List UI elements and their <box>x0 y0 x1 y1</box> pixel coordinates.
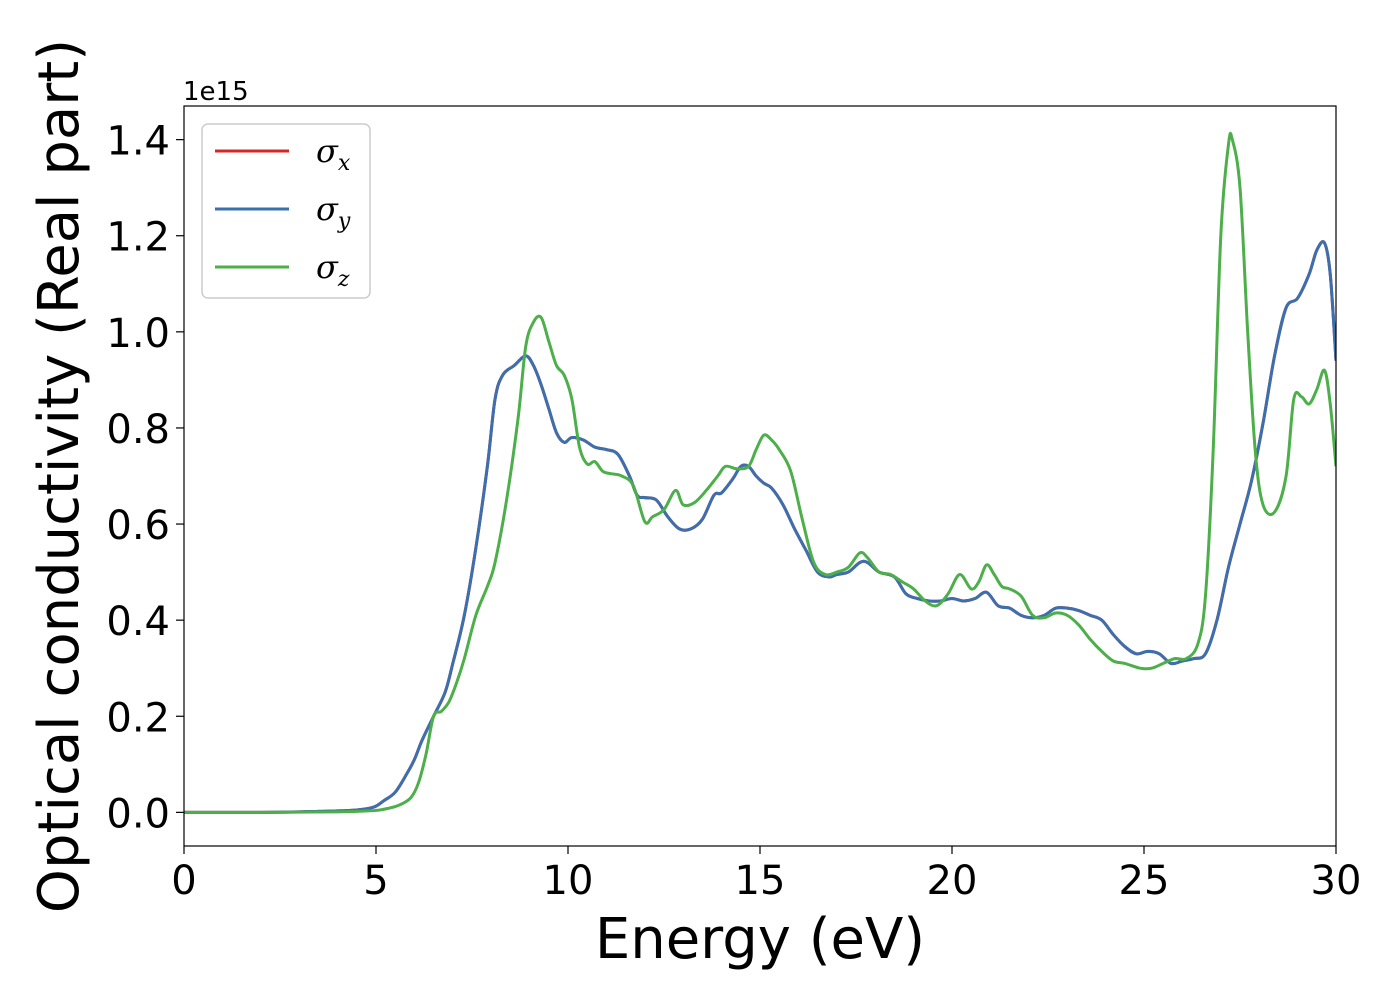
legend-label-x: σx <box>316 132 351 176</box>
legend: σx σy σz <box>201 123 371 299</box>
legend-label-z: σz <box>316 248 350 292</box>
x-tick-label: 30 <box>1311 858 1362 904</box>
y-tick-label: 0.0 <box>106 791 170 837</box>
legend-items: σx σy σz <box>215 132 351 292</box>
legend-box <box>201 123 371 299</box>
x-tick-label: 10 <box>543 858 594 904</box>
x-axis-title: Energy (eV) <box>595 907 925 972</box>
x-tick-label: 25 <box>1119 858 1170 904</box>
x-axis-ticks: 0 5 10 15 20 25 30 <box>171 846 1361 904</box>
series-line-2 <box>184 240 1336 814</box>
series-line-3 <box>184 131 1336 814</box>
y-tick-label: 0.8 <box>106 407 170 453</box>
y-axis-ticks: 0.0 0.2 0.4 0.6 0.8 1.0 1.2 1.4 <box>106 119 184 837</box>
y-tick-label: 1.2 <box>106 215 170 261</box>
x-tick-label: 20 <box>927 858 978 904</box>
y-tick-label: 0.4 <box>106 599 170 645</box>
y-axis-title: Optical conductivity (Real part) <box>27 39 92 913</box>
y-tick-label: 1.4 <box>106 119 170 165</box>
series-layer <box>184 131 1336 814</box>
y-tick-label: 0.6 <box>106 503 170 549</box>
y-offset-text: 1e15 <box>183 77 249 107</box>
x-tick-label: 5 <box>363 858 388 904</box>
y-tick-label: 0.2 <box>106 695 170 741</box>
legend-label-y: σy <box>316 190 351 234</box>
y-tick-label: 1.0 <box>106 311 170 357</box>
x-tick-label: 0 <box>171 858 196 904</box>
x-tick-label: 15 <box>735 858 786 904</box>
